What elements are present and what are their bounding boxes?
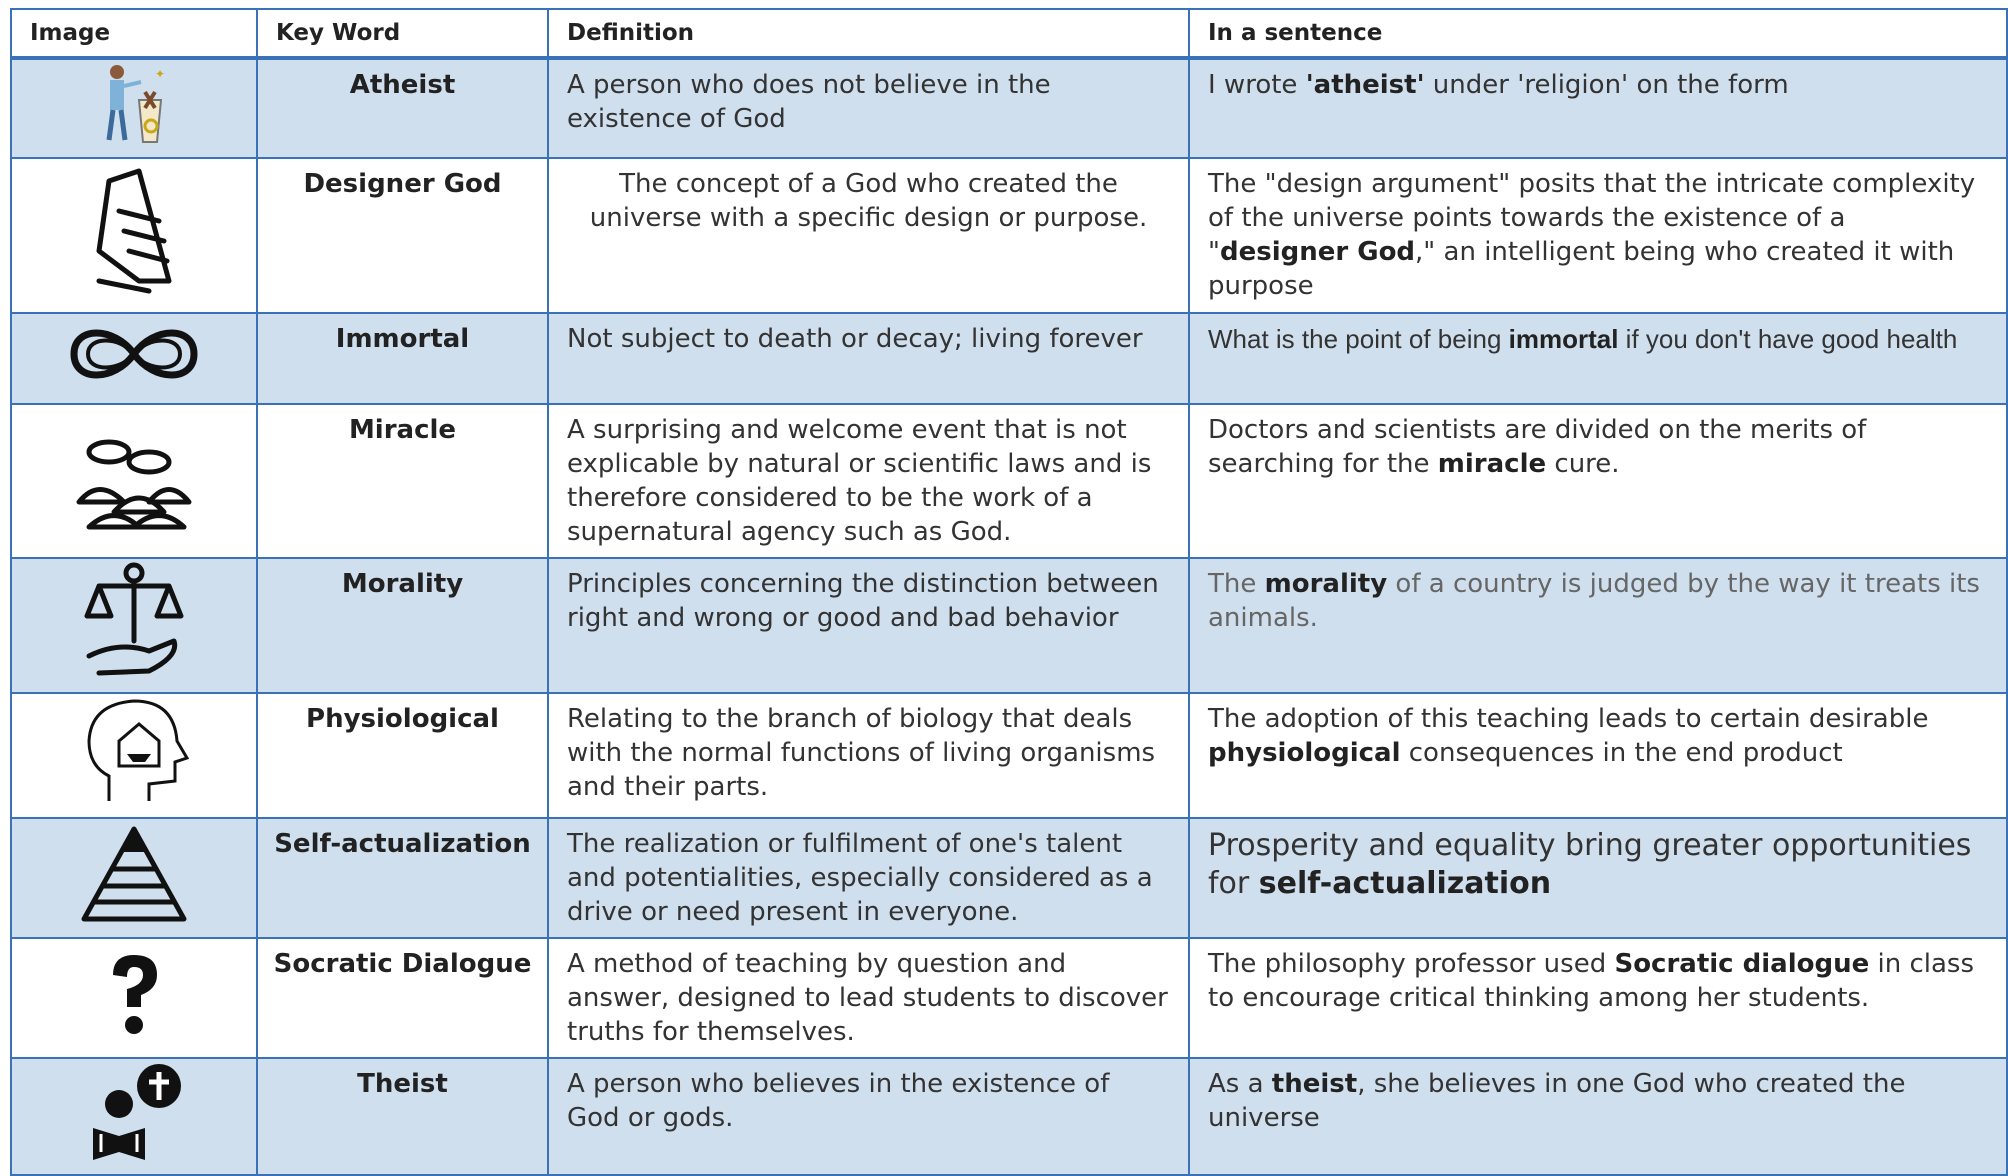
icon xyxy=(14,696,254,815)
page: {"table": { "headers": ["Image", "Key Wo… xyxy=(10,8,2008,1176)
sentence: The adoption of this teaching leads to c… xyxy=(1188,692,2008,819)
definition: A method of teaching by question and ans… xyxy=(547,937,1190,1059)
column-header: In a sentence xyxy=(1188,8,2008,60)
sentence: I wrote 'atheist' under 'religion' on th… xyxy=(1188,57,2008,159)
sentence: The philosophy professor used Socratic d… xyxy=(1188,937,2008,1059)
sentence-keyword: physiological xyxy=(1208,738,1401,768)
sentence-text: of a country is judged by the way it tre… xyxy=(1208,569,1980,633)
svg-text:✦: ✦ xyxy=(155,67,165,81)
table-header: Image Key Word Definition In a sentence xyxy=(10,8,2008,60)
definition: The realization or fulfilment of one's t… xyxy=(547,817,1190,939)
definition: Relating to the branch of biology that d… xyxy=(547,692,1190,819)
keyword: Miracle xyxy=(256,403,549,559)
sentence-keyword: miracle xyxy=(1437,449,1547,479)
table-body: ✦ Atheist A person who does not believe in… xyxy=(10,57,2008,1176)
definition: A person who does not believe in the exi… xyxy=(547,57,1190,159)
sentence: The "design argument" posits that the in… xyxy=(1188,157,2008,314)
sentence: As a theist, she believes in one God who… xyxy=(1188,1057,2008,1176)
keyword: Morality xyxy=(256,557,549,694)
icon xyxy=(14,316,254,401)
table-row: Miracle A surprising and welcome event th… xyxy=(10,403,2008,559)
sentence-text: cure. xyxy=(1546,449,1620,479)
column-header: Key Word xyxy=(256,8,549,60)
table-wrap: Image Key Word Definition In a sentence ✦ At… xyxy=(10,8,2008,1176)
vocab-table: Image Key Word Definition In a sentence ✦ At… xyxy=(10,8,2008,1176)
sentence-text: The adoption of this teaching leads to c… xyxy=(1208,704,1929,734)
icon xyxy=(14,949,254,1048)
image-cell xyxy=(10,817,258,939)
sentence-text: The philosophy professor used xyxy=(1208,949,1615,979)
image-cell xyxy=(10,1057,258,1176)
keyword: Self-actualization xyxy=(256,817,549,939)
sentence-keyword: 'atheist' xyxy=(1305,70,1425,100)
sentence-keyword: Socratic dialogue xyxy=(1614,949,1870,979)
table-row: Immortal Not subject to death or decay; l… xyxy=(10,312,2008,405)
sentence-text: , she believes in one God who created th… xyxy=(1208,1069,1906,1133)
sentence-text: Doctors and scientists are divided on th… xyxy=(1208,415,1867,479)
icon: ✦ xyxy=(14,62,254,155)
icon xyxy=(14,161,254,310)
sentence-text: under 'religion' on the form xyxy=(1424,70,1789,100)
sentence-text: ," an intelligent being who created it w… xyxy=(1208,237,1955,301)
image-cell xyxy=(10,403,258,559)
icon xyxy=(14,422,254,541)
sentence-text: I wrote xyxy=(1208,70,1306,100)
image-cell xyxy=(10,937,258,1059)
icon xyxy=(14,1062,254,1171)
sentence-text: As a xyxy=(1208,1069,1272,1099)
definition: The concept of a God who created the uni… xyxy=(547,157,1190,314)
table-row: Self-actualization The realization or ful… xyxy=(10,817,2008,939)
sentence-text: The xyxy=(1208,569,1265,599)
definition: Not subject to death or decay; living fo… xyxy=(547,312,1190,405)
table-row: Physiological Relating to the branch of b… xyxy=(10,692,2008,819)
keyword: Theist xyxy=(256,1057,549,1176)
keyword: Atheist xyxy=(256,57,549,159)
sentence-keyword: immortal xyxy=(1508,324,1619,354)
table-row: Morality Principles concerning the distin… xyxy=(10,557,2008,694)
image-cell xyxy=(10,692,258,819)
sentence-text: Prosperity and equality bring greater op… xyxy=(1208,828,1972,901)
image-cell xyxy=(10,312,258,405)
table-row: Theist A person who believes in the exist… xyxy=(10,1057,2008,1176)
keyword: Immortal xyxy=(256,312,549,405)
sentence-keyword: morality xyxy=(1264,569,1388,599)
sentence: Prosperity and equality bring greater op… xyxy=(1188,817,2008,939)
table-row: Socratic Dialogue A method of teaching by… xyxy=(10,937,2008,1059)
definition: A person who believes in the existence o… xyxy=(547,1057,1190,1176)
sentence-text: The "design argument" posits that the in… xyxy=(1208,169,1976,267)
sentence: The morality of a country is judged by t… xyxy=(1188,557,2008,694)
definition: Principles concerning the distinction be… xyxy=(547,557,1190,694)
sentence: What is the point of being immortal if y… xyxy=(1188,312,2008,405)
table-row: ✦ Atheist A person who does not believe in… xyxy=(10,57,2008,159)
sentence-text: consequences in the end product xyxy=(1400,738,1843,768)
icon xyxy=(14,561,254,690)
keyword: Physiological xyxy=(256,692,549,819)
image-cell: ✦ xyxy=(10,57,258,159)
sentence-keyword: theist xyxy=(1271,1069,1358,1099)
definition: A surprising and welcome event that is n… xyxy=(547,403,1190,559)
sentence-keyword: designer God xyxy=(1219,237,1416,267)
keyword: Designer God xyxy=(256,157,549,314)
column-header: Image xyxy=(10,8,258,60)
sentence-text: if you don't have good health xyxy=(1618,324,1958,354)
image-cell xyxy=(10,557,258,694)
image-cell xyxy=(10,157,258,314)
header-row: Image Key Word Definition In a sentence xyxy=(10,8,2008,60)
sentence-text: in class to encourage critical thinking … xyxy=(1208,949,1975,1013)
column-header: Definition xyxy=(547,8,1190,60)
sentence-keyword: self-actualization xyxy=(1258,866,1552,901)
icon xyxy=(14,824,254,933)
sentence-text: What is the point of being xyxy=(1208,324,1509,354)
keyword: Socratic Dialogue xyxy=(256,937,549,1059)
sentence: Doctors and scientists are divided on th… xyxy=(1188,403,2008,559)
table-row: Designer God The concept of a God who cre… xyxy=(10,157,2008,314)
